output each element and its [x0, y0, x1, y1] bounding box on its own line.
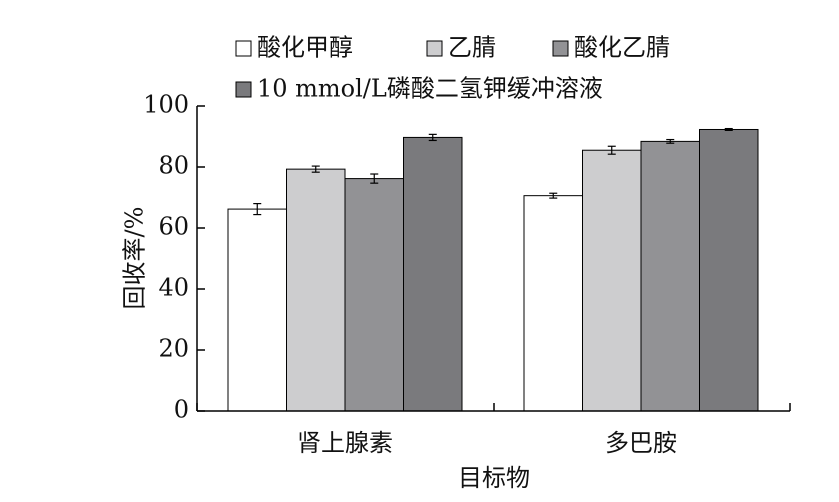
legend-label: 乙腈: [448, 34, 496, 62]
legend-item-乙腈: 乙腈: [426, 34, 496, 62]
bar-酸化乙腈-多巴胺: [640, 140, 700, 412]
x-tick-label: 多巴胺: [605, 429, 677, 457]
error-bar-乙腈-肾上腺素: [311, 165, 320, 173]
y-axis-label: 回收率/%: [121, 207, 149, 310]
error-bar-乙腈-多巴胺: [607, 145, 616, 155]
x-axis-label: 目标物: [458, 464, 530, 492]
y-tick-label: 40: [158, 274, 189, 302]
bar-乙腈-肾上腺素: [286, 168, 346, 412]
y-tick-label: 100: [143, 91, 189, 119]
error-bar-酸化甲醇-多巴胺: [549, 192, 558, 199]
legend-swatch: [235, 81, 252, 98]
bar-10-mmol-L磷酸二氢钾缓冲溶液-多巴胺: [699, 128, 759, 412]
axes: 0 20 40 60 80 100 肾上腺素 多巴胺: [143, 91, 791, 457]
bar-酸化乙腈-肾上腺素: [344, 178, 404, 412]
y-tick-label: 60: [158, 213, 189, 241]
legend-label: 10 mmol/L磷酸二氢钾缓冲溶液: [257, 75, 603, 103]
error-bar-酸化乙腈-肾上腺素: [370, 173, 379, 184]
bar-酸化甲醇-多巴胺: [523, 195, 583, 412]
error-bar-10-mmol-L磷酸二氢钾缓冲溶液-多巴胺: [724, 127, 733, 131]
error-bar-10-mmol-L磷酸二氢钾缓冲溶液-肾上腺素: [428, 133, 437, 142]
bars: [227, 128, 759, 412]
y-tick-label: 80: [158, 152, 189, 180]
legend-item-10-mmol-L磷酸二氢钾缓冲溶液: 10 mmol/L磷酸二氢钾缓冲溶液: [235, 75, 603, 103]
error-bar-酸化乙腈-多巴胺: [666, 138, 675, 144]
legend-swatch: [235, 40, 252, 57]
legend-label: 酸化乙腈: [574, 34, 670, 62]
legend-swatch: [552, 40, 569, 57]
y-tick-label: 0: [174, 396, 189, 424]
y-tick-label: 20: [158, 335, 189, 363]
legend-item-酸化甲醇: 酸化甲醇: [235, 34, 353, 62]
x-tick-label: 肾上腺素: [297, 429, 393, 457]
legend-label: 酸化甲醇: [257, 34, 353, 62]
bar-乙腈-多巴胺: [582, 149, 642, 412]
error-bars: [253, 127, 733, 216]
error-bar-酸化甲醇-肾上腺素: [253, 203, 262, 216]
legend-item-酸化乙腈: 酸化乙腈: [552, 34, 670, 62]
legend-swatch: [426, 40, 443, 57]
legend: 酸化甲醇 乙腈 酸化乙腈 10 mmol/L磷酸二氢钾缓冲溶液: [235, 34, 670, 103]
bar-酸化甲醇-肾上腺素: [227, 208, 287, 412]
bar-10-mmol-L磷酸二氢钾缓冲溶液-肾上腺素: [403, 136, 463, 412]
